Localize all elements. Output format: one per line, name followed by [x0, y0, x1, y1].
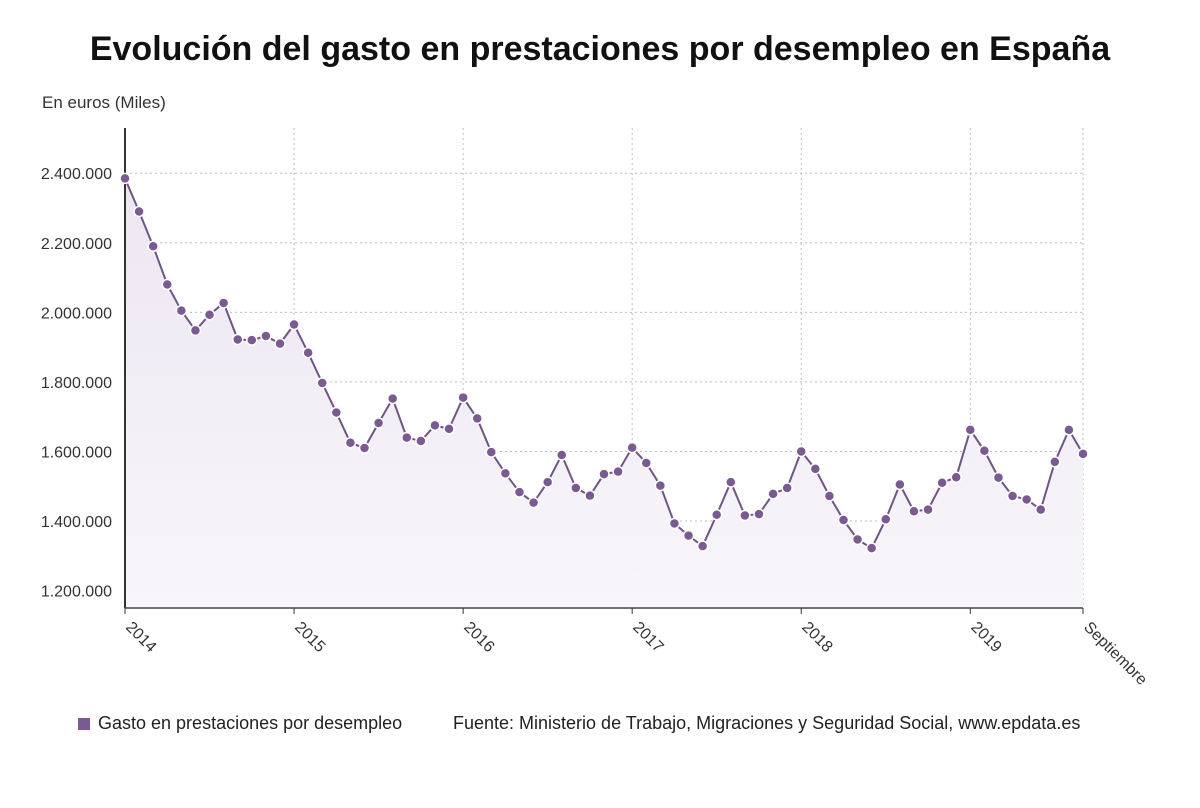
data-point	[1006, 490, 1019, 502]
data-point	[880, 513, 892, 526]
y-tick-label: 1.400.000	[41, 514, 112, 531]
x-tick-label: 2017	[629, 619, 666, 656]
data-point	[682, 529, 695, 542]
x-tick-label: 2015	[291, 619, 328, 656]
chart-title: Evolución del gasto en prestaciones por …	[89, 30, 1111, 68]
data-point	[626, 441, 638, 454]
data-point	[443, 423, 455, 435]
data-point	[415, 435, 427, 447]
data-point	[147, 240, 159, 253]
data-point	[668, 517, 681, 530]
data-point	[471, 412, 483, 425]
y-tick-label: 1.800.000	[41, 375, 112, 392]
data-point	[175, 304, 188, 317]
data-point	[809, 463, 822, 475]
y-tick-label: 2.400.000	[41, 166, 112, 183]
data-point	[978, 445, 991, 457]
data-point	[865, 542, 878, 554]
data-point	[316, 377, 328, 389]
data-point	[541, 476, 554, 488]
data-point	[358, 442, 371, 454]
data-point	[330, 406, 343, 419]
x-tick-label: 2014	[122, 619, 159, 656]
data-point	[710, 509, 723, 521]
data-point	[922, 503, 934, 516]
axes	[124, 128, 1083, 609]
x-tick-label: Septiembre	[1080, 619, 1150, 689]
y-tick-label: 1.600.000	[41, 444, 112, 461]
data-point	[344, 437, 357, 449]
data-point	[612, 465, 624, 478]
data-point	[584, 489, 596, 502]
data-point	[513, 486, 526, 498]
y-axis-unit-label: En euros (Miles)	[42, 93, 166, 112]
data-point	[936, 477, 948, 489]
data-point	[189, 324, 202, 337]
data-point	[908, 505, 920, 518]
data-point	[386, 392, 399, 405]
y-tick-label: 2.200.000	[41, 236, 112, 253]
legend-series-label: Gasto en prestaciones por desempleo	[98, 713, 403, 733]
data-point	[992, 471, 1005, 484]
data-point	[1034, 503, 1047, 516]
data-point	[753, 508, 765, 520]
area-fill	[125, 178, 1083, 608]
data-point	[485, 446, 498, 458]
y-axis-ticks: 1.200.000 1.400.000 1.600.000 1.800.000 2.00…	[41, 166, 112, 600]
data-point	[246, 334, 258, 346]
data-point	[795, 445, 807, 458]
data-point	[654, 479, 667, 492]
data-point	[781, 482, 793, 494]
data-point	[1049, 456, 1061, 468]
data-point	[570, 482, 582, 494]
legend-swatch	[78, 717, 90, 730]
data-point	[119, 172, 131, 185]
data-point	[203, 309, 216, 321]
data-point	[260, 330, 272, 342]
data-point	[1020, 493, 1033, 506]
data-point	[231, 333, 244, 346]
y-tick-label: 1.200.000	[41, 584, 112, 601]
data-point	[725, 476, 737, 488]
data-point	[894, 478, 906, 491]
data-point	[767, 488, 779, 500]
x-axis-ticks: 2014 2015 2016 2017 2018 2019 Septiembre	[122, 608, 1150, 689]
data-point	[640, 457, 653, 469]
data-point	[372, 417, 385, 429]
source-note: Fuente: Ministerio de Trabajo, Migracion…	[453, 713, 1081, 733]
data-point	[823, 490, 836, 502]
data-point	[950, 471, 962, 483]
data-point	[133, 205, 145, 218]
y-tick-label: 2.000.000	[41, 305, 112, 322]
data-point	[696, 540, 709, 552]
data-point	[964, 424, 977, 436]
data-point	[302, 346, 314, 359]
x-tick-label: 2019	[967, 619, 1004, 656]
data-point	[401, 431, 413, 444]
data-point	[161, 278, 174, 291]
data-point	[837, 514, 850, 526]
data-point	[527, 496, 540, 509]
data-point	[274, 337, 286, 350]
data-point	[739, 509, 751, 522]
data-point	[555, 449, 568, 461]
data-point	[429, 419, 441, 432]
x-tick-label: 2016	[460, 619, 497, 656]
data-point	[457, 391, 469, 404]
x-tick-label: 2018	[798, 619, 835, 656]
data-point	[1077, 448, 1089, 460]
series-area	[125, 178, 1083, 608]
legend: Gasto en prestaciones por desempleo	[78, 713, 402, 734]
data-point	[288, 318, 300, 331]
series-points	[119, 172, 1089, 554]
data-point	[499, 467, 512, 480]
data-point	[217, 297, 230, 309]
data-point	[851, 533, 864, 546]
data-point	[1063, 424, 1075, 436]
data-point	[598, 468, 610, 480]
